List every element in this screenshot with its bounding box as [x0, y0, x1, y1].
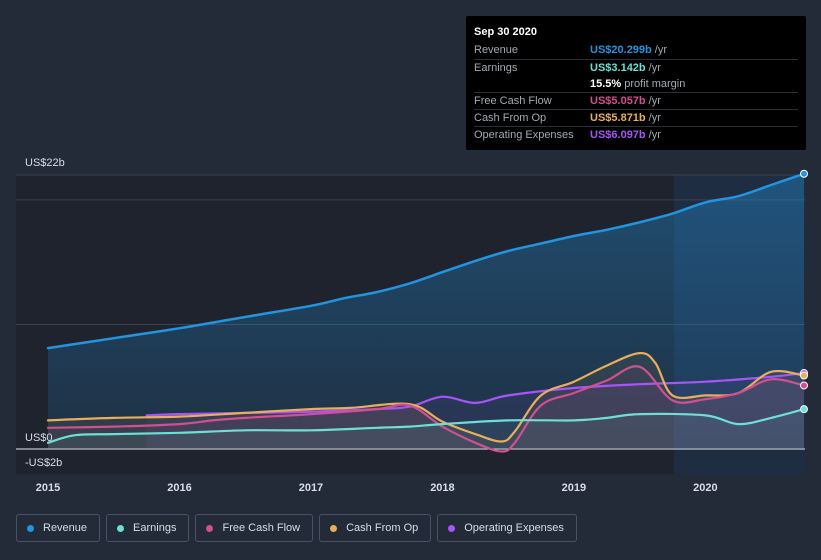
series-end-dot	[800, 381, 808, 390]
series-end-dot	[800, 405, 808, 414]
free-cash-flow-dot-icon	[206, 524, 214, 532]
legend-earnings[interactable]: Earnings	[106, 514, 190, 542]
tooltip-label	[474, 76, 590, 93]
tooltip-value: US$6.097b	[590, 128, 646, 141]
x-tick-label: 2019	[562, 482, 586, 494]
tooltip-value: 15.5%	[590, 77, 622, 90]
y-axis-label: US$0	[25, 432, 53, 444]
tooltip-row-profit-margin: 15.5% profit margin	[474, 76, 798, 93]
series-line	[46, 408, 806, 444]
series-line	[46, 351, 806, 443]
series-end-dot	[800, 371, 808, 380]
tooltip-label: Operating Expenses	[474, 128, 574, 141]
legend-operating-expenses[interactable]: Operating Expenses	[437, 514, 577, 542]
tooltip-value: US$3.142b	[590, 61, 646, 74]
legend-label: Operating Expenses	[464, 522, 564, 534]
tooltip-value: US$20.299b	[590, 44, 652, 56]
series-lines	[46, 172, 806, 453]
legend-cash-from-op[interactable]: Cash From Op	[319, 514, 432, 542]
tooltip-label: Earnings	[474, 61, 518, 74]
tooltip-unit: /yr	[654, 44, 667, 56]
y-axis-label: US$22b	[25, 157, 65, 169]
tooltip-value: US$5.057b	[590, 95, 646, 108]
earnings-dot-icon	[117, 524, 125, 532]
x-tick-label: 2018	[430, 482, 454, 494]
legend-label: Cash From Op	[346, 522, 419, 534]
tooltip-label: Revenue	[474, 44, 519, 56]
tooltip-date: Sep 30 2020	[474, 26, 537, 38]
x-tick-label: 2016	[167, 482, 191, 494]
legend-label: Free Cash Flow	[222, 522, 301, 534]
series-end-dots	[800, 169, 808, 414]
legend-revenue[interactable]: Revenue	[16, 514, 101, 542]
tooltip-label: Cash From Op	[474, 112, 547, 125]
tooltip-row-free-cash-flow: Free Cash Flow US$5.057b /yr	[474, 92, 798, 109]
revenue-dot-icon	[27, 524, 34, 532]
x-tick-label: 2017	[299, 482, 323, 494]
tooltip-unit: /yr	[648, 61, 661, 74]
series-line	[46, 172, 806, 350]
tooltip-unit: /yr	[648, 95, 661, 108]
tooltip-unit: profit margin	[624, 77, 686, 90]
legend-label: Revenue	[43, 522, 88, 534]
tooltip-row-cash-from-op: Cash From Op US$5.871b /yr	[474, 109, 798, 126]
cash-from-op-dot-icon	[330, 524, 338, 532]
y-axis-labels: US$22b US$0 -US$2b	[25, 157, 65, 469]
tooltip-row-revenue: Revenue US$20.299b /yr	[474, 42, 798, 59]
tooltip-row-earnings: Earnings US$3.142b /yr	[474, 58, 798, 76]
x-tick-label: 2020	[693, 482, 717, 494]
y-axis-label: -US$2b	[25, 457, 62, 469]
legend-label: Earnings	[133, 522, 177, 534]
legend: Revenue Earnings Free Cash Flow Cash Fro…	[16, 514, 577, 542]
series-line	[46, 365, 806, 453]
series-end-dot	[800, 169, 808, 178]
revenue-area	[48, 173, 804, 450]
tooltip-row-operating-expenses: Operating Expenses US$6.097b /yr	[474, 125, 798, 143]
x-axis-tick-labels: 2015 2016 2017 2018 2019 2020	[36, 482, 718, 494]
tooltip-value: US$5.871b	[590, 112, 646, 125]
tooltip-label: Free Cash Flow	[474, 95, 552, 108]
tooltip-panel: Sep 30 2020 Revenue US$20.299b /yr Earni…	[466, 16, 806, 150]
operating-expenses-dot-icon	[448, 524, 456, 532]
x-tick-label: 2015	[36, 482, 60, 494]
tooltip-unit: /yr	[648, 112, 661, 125]
tooltip-unit: /yr	[648, 128, 661, 141]
series-area	[48, 409, 804, 449]
legend-free-cash-flow[interactable]: Free Cash Flow	[195, 514, 314, 542]
